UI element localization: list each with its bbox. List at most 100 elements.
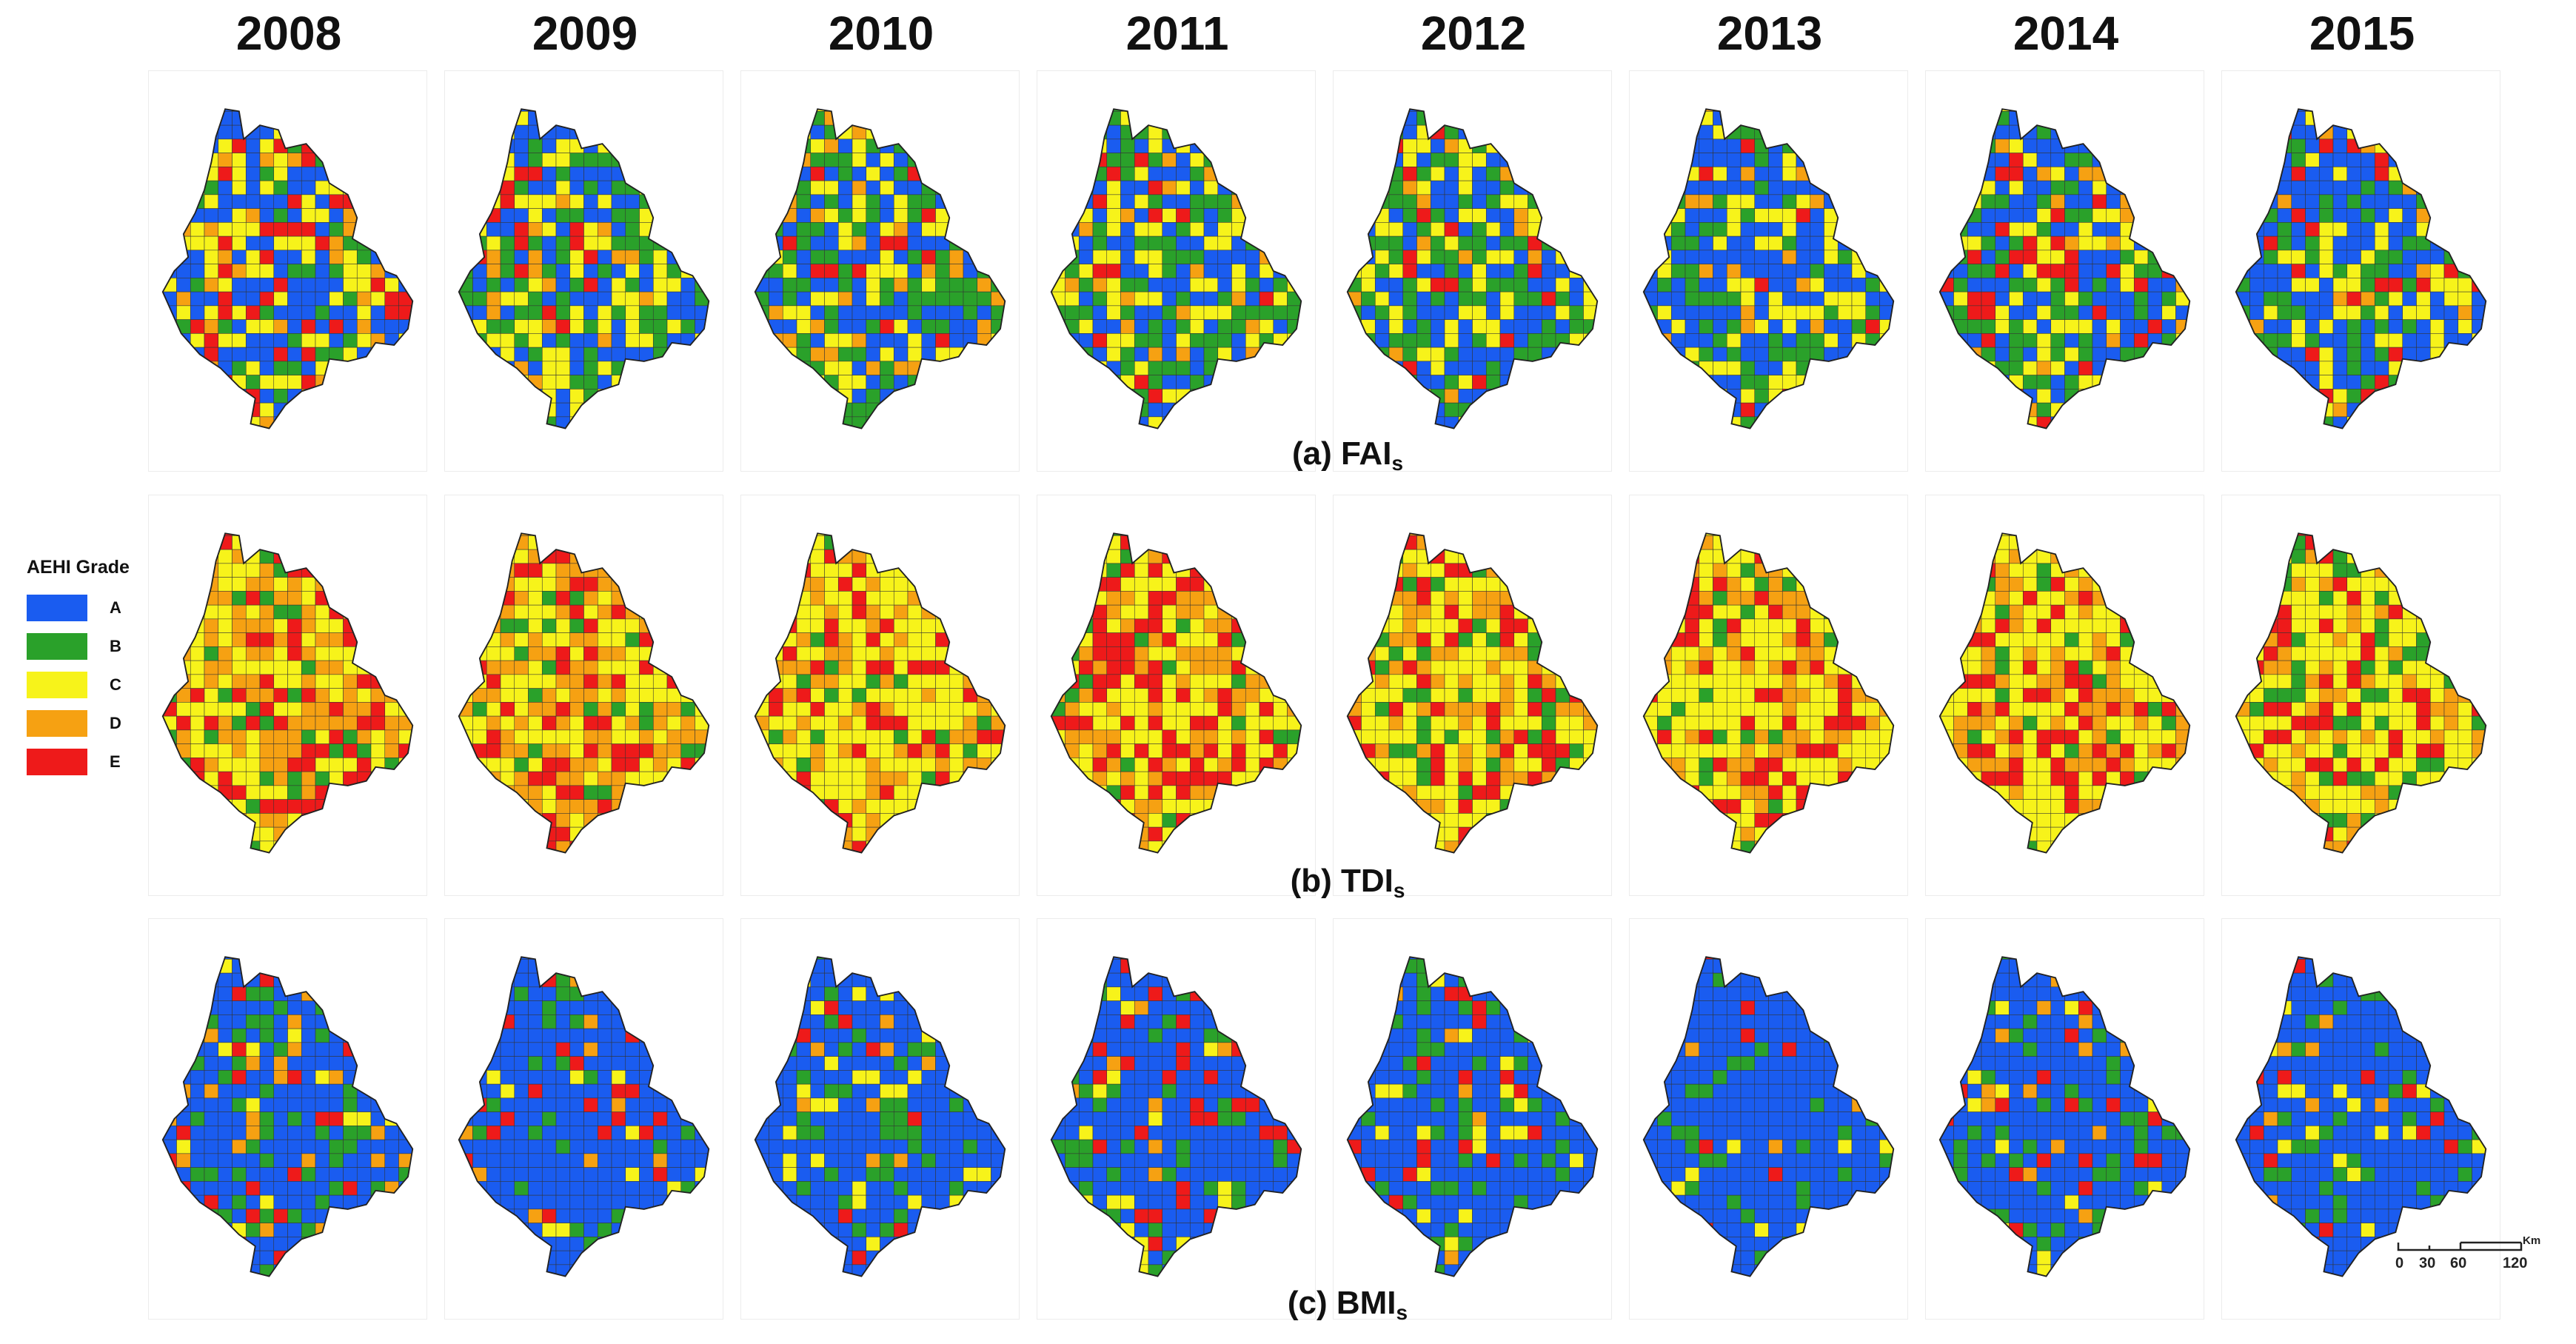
district-cell bbox=[1513, 416, 1528, 429]
district-cell bbox=[458, 124, 460, 140]
district-cell bbox=[2235, 305, 2237, 320]
district-cell bbox=[755, 111, 756, 126]
district-cell bbox=[245, 153, 261, 167]
district-cell bbox=[1092, 250, 1108, 264]
district-cell bbox=[583, 826, 598, 842]
district-cell bbox=[880, 208, 894, 223]
district-cell bbox=[583, 591, 598, 606]
district-cell bbox=[329, 743, 344, 758]
district-cell bbox=[1189, 167, 1205, 181]
district-cell bbox=[583, 674, 598, 689]
district-cell bbox=[666, 729, 682, 744]
district-cell bbox=[458, 250, 460, 264]
district-cell bbox=[204, 855, 218, 869]
district-cell bbox=[245, 729, 261, 744]
district-cell bbox=[1541, 305, 1556, 320]
district-cell bbox=[458, 180, 473, 195]
district-cell bbox=[893, 361, 909, 375]
district-cell bbox=[288, 855, 302, 869]
district-cell bbox=[1981, 111, 1996, 126]
district-cell bbox=[1810, 361, 1824, 375]
district-cell bbox=[370, 840, 386, 853]
district-cell bbox=[2106, 153, 2121, 167]
district-cell bbox=[666, 799, 682, 814]
district-cell bbox=[384, 194, 399, 209]
district-cell bbox=[1499, 319, 1515, 334]
district-cell bbox=[1569, 138, 1584, 153]
district-cell bbox=[611, 235, 626, 251]
district-cell bbox=[2064, 333, 2079, 348]
district-cell bbox=[1643, 153, 1645, 167]
district-cell bbox=[2161, 208, 2176, 223]
district-cell bbox=[1203, 208, 1219, 223]
district-cell bbox=[1596, 305, 1598, 320]
district-cell bbox=[555, 533, 571, 536]
district-cell bbox=[2318, 111, 2334, 126]
district-cell bbox=[1485, 180, 1501, 195]
district-cell bbox=[1259, 208, 1274, 223]
district-cell bbox=[162, 402, 164, 418]
district-cell bbox=[1430, 333, 1445, 348]
district-cell bbox=[329, 361, 344, 375]
district-cell bbox=[357, 855, 371, 869]
district-cell bbox=[301, 124, 316, 140]
district-cell bbox=[1596, 361, 1598, 375]
district-cell bbox=[472, 194, 487, 209]
district-cell bbox=[935, 291, 950, 307]
district-cell bbox=[486, 109, 501, 112]
district-cell bbox=[611, 729, 626, 744]
district-cell bbox=[1768, 319, 1783, 334]
district-cell bbox=[514, 604, 529, 620]
district-cell bbox=[1458, 264, 1473, 278]
district-cell bbox=[708, 591, 709, 606]
district-cell bbox=[963, 305, 978, 320]
district-cell bbox=[1273, 111, 1288, 126]
district-cell bbox=[273, 632, 288, 647]
district-cell bbox=[1148, 138, 1163, 153]
district-cell bbox=[1699, 153, 1713, 167]
district-cell bbox=[666, 743, 682, 758]
district-cell bbox=[2291, 278, 2306, 292]
district-cell bbox=[921, 305, 936, 320]
district-cell bbox=[666, 758, 682, 772]
district-cell bbox=[1954, 431, 1968, 445]
district-cell bbox=[1134, 431, 1148, 445]
district-cell bbox=[2374, 347, 2389, 362]
district-cell bbox=[1754, 167, 1769, 181]
district-cell bbox=[2010, 431, 2024, 445]
district-cell bbox=[597, 402, 612, 418]
district-cell bbox=[541, 208, 557, 223]
district-cell bbox=[866, 305, 880, 320]
district-cell bbox=[852, 361, 867, 375]
district-cell bbox=[329, 785, 344, 800]
district-cell bbox=[680, 771, 695, 786]
district-cell bbox=[1273, 124, 1288, 140]
district-cell bbox=[356, 826, 372, 842]
district-cell bbox=[1995, 180, 2010, 195]
district-cell bbox=[1430, 222, 1445, 237]
district-cell bbox=[176, 591, 191, 606]
district-cell bbox=[1939, 235, 1954, 251]
district-cell bbox=[486, 646, 501, 661]
district-cell bbox=[412, 111, 413, 126]
district-cell bbox=[1092, 375, 1108, 390]
district-cell bbox=[1051, 194, 1065, 209]
district-cell bbox=[287, 771, 302, 786]
district-cell bbox=[343, 826, 358, 842]
district-cell bbox=[1926, 431, 1940, 445]
district-cell bbox=[301, 278, 316, 292]
district-cell bbox=[162, 347, 177, 362]
district-cell bbox=[1670, 347, 1686, 362]
district-cell bbox=[218, 813, 232, 828]
district-cell bbox=[611, 278, 626, 292]
district-cell bbox=[1416, 305, 1431, 320]
district-cell bbox=[259, 702, 275, 717]
district-cell bbox=[652, 785, 668, 800]
map-panel-tdi-2008 bbox=[148, 495, 427, 896]
district-cell bbox=[2443, 138, 2459, 153]
district-cell bbox=[315, 813, 330, 828]
district-cell bbox=[1472, 124, 1487, 140]
district-cell bbox=[680, 674, 695, 689]
district-cell bbox=[1643, 347, 1645, 362]
district-cell bbox=[204, 702, 219, 717]
